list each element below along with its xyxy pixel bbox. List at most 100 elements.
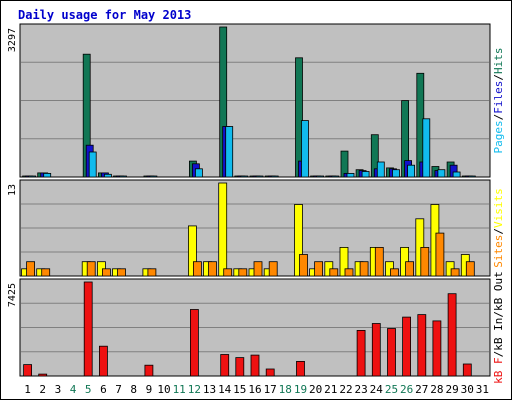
bar-sites-day-9 <box>147 268 157 277</box>
x-tick-label: 31 <box>476 383 489 396</box>
x-tick-label: 19 <box>294 383 307 396</box>
bar-sites-day-1 <box>26 261 36 277</box>
x-tick-label: 24 <box>370 383 384 396</box>
x-tick-label: 18 <box>279 383 292 396</box>
bar-kb-f-day-30 <box>462 363 472 377</box>
bar-sites-day-14 <box>223 268 233 277</box>
bar-sites-day-2 <box>41 268 51 277</box>
x-tick-label: 12 <box>188 383 201 396</box>
bar-kb-f-day-6 <box>99 345 108 377</box>
legend-entry-kb-in: kB In <box>492 318 505 351</box>
chart-title: Daily usage for May 2013 <box>18 8 192 22</box>
bar-kb-f-day-25 <box>387 328 396 377</box>
bar-sites-day-20 <box>314 261 324 277</box>
bar-sites-day-16 <box>253 261 263 277</box>
bar-pages-day-14 <box>225 126 234 178</box>
legend-separator: / <box>492 74 505 81</box>
bar-kb-f-day-16 <box>250 354 260 377</box>
bar-pages-day-16 <box>255 175 264 178</box>
bar-pages-day-19 <box>301 120 309 178</box>
x-tick-label: 10 <box>157 383 170 396</box>
bar-pages-day-9 <box>149 175 158 178</box>
bar-pages-day-1 <box>28 175 37 178</box>
bar-visits-day-12 <box>187 225 197 277</box>
bar-sites-day-17 <box>268 261 278 277</box>
bar-kb-f-day-15 <box>235 357 245 377</box>
bar-kb-f-day-19 <box>296 360 305 377</box>
bar-kb-f-day-24 <box>371 323 381 377</box>
legend-entry-sites: Sites <box>492 235 505 268</box>
bar-kb-f-day-28 <box>432 320 442 377</box>
bar-sites-day-27 <box>420 246 430 277</box>
bar-sites-day-28 <box>435 232 445 277</box>
bar-kb-f-day-17 <box>265 368 275 377</box>
panel-1-max-label: 3297 <box>7 28 18 52</box>
x-tick-label: 6 <box>100 383 107 396</box>
legend-separator: / <box>492 351 505 358</box>
legend-entry-visits: Visits <box>492 188 505 228</box>
legend-entry-kb-out: kB Out <box>492 271 505 311</box>
bar-pages-day-21 <box>331 175 340 178</box>
bar-pages-day-28 <box>437 169 446 178</box>
bar-sites-day-12 <box>192 261 202 277</box>
panel-1-legend: Pages/Files/Hits <box>492 48 505 154</box>
legend-separator: / <box>492 311 505 318</box>
x-tick-label: 15 <box>233 383 246 396</box>
bar-sites-day-25 <box>390 268 399 277</box>
bar-kb-f-day-14 <box>220 354 230 377</box>
legend-separator: / <box>492 228 505 235</box>
bar-kb-f-day-23 <box>356 329 366 377</box>
bar-pages-day-15 <box>240 175 249 178</box>
bar-kb-f-day-5 <box>83 281 93 377</box>
bar-pages-day-29 <box>452 171 461 178</box>
x-tick-label: 3 <box>55 383 62 396</box>
legend-entry-hits: Hits <box>492 48 505 75</box>
legend-entry-kb-f: kB F <box>492 357 505 384</box>
x-tick-label: 27 <box>415 383 428 396</box>
panel-2-max-label: 13 <box>7 184 18 196</box>
bar-pages-day-7 <box>119 175 127 178</box>
x-tick-label: 4 <box>70 383 77 396</box>
x-tick-label: 9 <box>146 383 153 396</box>
bar-pages-day-5 <box>88 151 97 178</box>
x-tick-label: 8 <box>130 383 137 396</box>
x-tick-label: 17 <box>264 383 277 396</box>
x-tick-label: 2 <box>39 383 46 396</box>
bar-visits-day-14 <box>218 182 228 277</box>
bar-sites-day-26 <box>405 261 415 277</box>
bar-visits-day-19 <box>294 204 303 277</box>
bar-kb-f-day-12 <box>189 309 199 377</box>
x-tick-label: 1 <box>24 383 31 396</box>
bar-sites-day-21 <box>329 268 339 277</box>
bar-kb-f-day-2 <box>38 373 48 377</box>
bar-kb-f-day-26 <box>402 316 412 377</box>
bar-sites-day-22 <box>344 268 354 277</box>
bar-sites-day-15 <box>238 268 248 277</box>
bar-sites-day-6 <box>102 268 111 277</box>
bar-pages-day-24 <box>376 161 385 178</box>
panel-3-max-label: 7425 <box>7 283 18 307</box>
x-tick-label: 23 <box>354 383 367 396</box>
x-tick-label: 30 <box>461 383 474 396</box>
bar-pages-day-27 <box>422 118 431 178</box>
legend-entry-pages: Pages <box>492 120 505 153</box>
bar-pages-day-17 <box>270 175 279 178</box>
legend-separator: / <box>492 114 505 121</box>
x-tick-label: 20 <box>309 383 322 396</box>
bar-kb-f-day-27 <box>417 314 427 377</box>
bar-sites-day-13 <box>208 261 217 277</box>
bar-kb-f-day-29 <box>447 293 457 377</box>
panel-3-legend: kB F/kB In/kB Out <box>492 271 505 384</box>
legend-entry-files: Files <box>492 81 505 114</box>
bar-pages-day-2 <box>43 172 52 178</box>
bar-pages-day-6 <box>104 173 112 178</box>
x-tick-label: 16 <box>248 383 261 396</box>
bar-kb-f-day-1 <box>23 364 33 377</box>
x-tick-label: 21 <box>324 383 337 396</box>
bar-pages-day-22 <box>346 172 355 178</box>
x-tick-label: 14 <box>218 383 232 396</box>
x-tick-label: 28 <box>430 383 443 396</box>
bar-pages-day-30 <box>467 175 476 178</box>
bar-sites-day-30 <box>465 261 475 277</box>
